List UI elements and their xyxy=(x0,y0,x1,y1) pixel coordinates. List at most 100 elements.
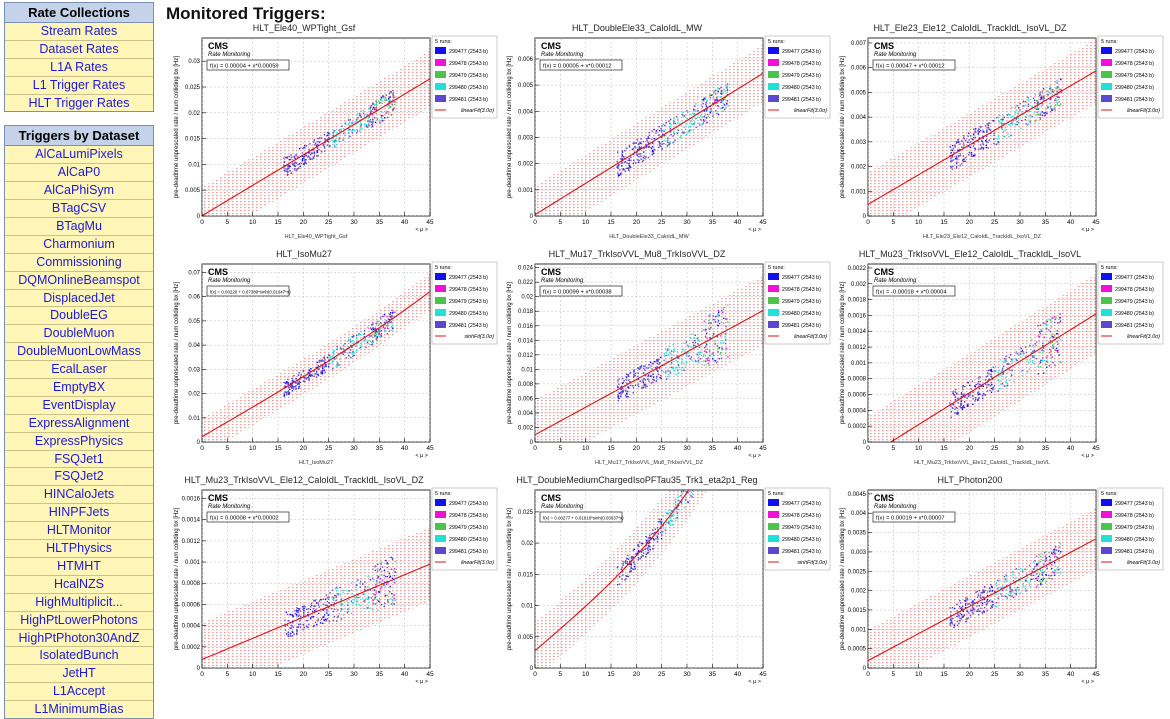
data-point xyxy=(328,596,330,598)
data-point xyxy=(294,165,296,167)
dataset-link-charmonium[interactable]: Charmonium xyxy=(5,235,153,254)
data-point xyxy=(616,160,618,163)
trigger-plot-panel[interactable]: HLT_DoubleEle33_CaloIdL_MW 0 5 10 15 20 25 30 35… xyxy=(501,18,833,242)
cms-label: CMS xyxy=(874,493,894,503)
dataset-link-highmultiplicit[interactable]: HighMultiplicit... xyxy=(5,593,153,612)
plot-area xyxy=(535,38,763,216)
trigger-rate-chart[interactable]: HLT_Ele23_Ele12_CaloIdL_TrackIdL_IsoVL_D… xyxy=(834,18,1166,242)
dataset-link-fsqjet1[interactable]: FSQJet1 xyxy=(5,450,153,469)
data-point xyxy=(634,151,636,153)
dataset-link-isolatedbunch[interactable]: IsolatedBunch xyxy=(5,647,153,666)
dataset-link-expressalignment[interactable]: ExpressAlignment xyxy=(5,414,153,433)
dataset-link-btagcsv[interactable]: BTagCSV xyxy=(5,200,153,219)
trigger-plot-panel[interactable]: HLT_Mu17_TrkIsoVVL_Mu8_TrkIsoVVL_DZ 0 5 10 1… xyxy=(501,244,833,468)
data-point xyxy=(284,629,287,631)
data-point xyxy=(1054,335,1056,337)
data-point xyxy=(302,608,304,610)
legend-entry: 299479 (2543 b) xyxy=(782,525,821,531)
rate-link-stream-rates[interactable]: Stream Rates xyxy=(5,23,153,41)
data-point xyxy=(339,593,341,595)
data-point xyxy=(313,624,315,627)
dataset-link-ecallaser[interactable]: EcalLaser xyxy=(5,361,153,380)
trigger-plot-panel[interactable]: HLT_Mu23_TrkIsoVVL_Ele12_CaloIdL_TrackId… xyxy=(834,244,1166,468)
dataset-link-hcalnzs[interactable]: HcalNZS xyxy=(5,575,153,594)
trigger-rate-chart[interactable]: HLT_DoubleMediumChargedIsoPFTau35_Trk1_e… xyxy=(501,470,833,694)
trigger-rate-chart[interactable]: HLT_DoubleEle33_CaloIdL_MW0 5 10 15 20 25 30 35… xyxy=(501,18,833,242)
data-point xyxy=(1034,343,1036,345)
rate-link-dataset-rates[interactable]: Dataset Rates xyxy=(5,40,153,59)
dataset-link-eventdisplay[interactable]: EventDisplay xyxy=(5,396,153,415)
trigger-plot-panel[interactable]: HLT_DoubleMediumChargedIsoPFTau35_Trk1_e… xyxy=(501,470,833,694)
dataset-link-jetht[interactable]: JetHT xyxy=(5,665,153,684)
trigger-plot-panel[interactable]: HLT_IsoMu27 0 5 10 15 20 25 30 35 40 45 < μ > HLT_Is… xyxy=(168,244,500,468)
dataset-link-l1accept[interactable]: L1Accept xyxy=(5,683,153,702)
dataset-link-btagmu[interactable]: BTagMu xyxy=(5,218,153,236)
dataset-link-htmht[interactable]: HTMHT xyxy=(5,557,153,576)
data-point xyxy=(374,332,376,335)
data-point xyxy=(285,611,288,613)
dataset-link-highptlowerphotons[interactable]: HighPtLowerPhotons xyxy=(5,611,153,630)
dataset-link-hltmonitor[interactable]: HLTMonitor xyxy=(5,522,153,541)
dataset-link-expressphysics[interactable]: ExpressPhysics xyxy=(5,432,153,451)
data-point xyxy=(1032,568,1035,570)
data-point xyxy=(961,608,963,610)
data-point xyxy=(683,506,686,509)
dataset-link-alcaphisym[interactable]: AlCaPhiSym xyxy=(5,182,153,201)
data-point xyxy=(661,125,663,127)
data-point xyxy=(727,104,729,107)
dataset-link-highptphoton30andz[interactable]: HighPtPhoton30AndZ xyxy=(5,629,153,648)
y-tick-label: 0.0035 xyxy=(848,531,867,537)
data-point xyxy=(654,532,656,534)
trigger-rate-chart[interactable]: HLT_Mu23_TrkIsoVVL_Ele12_CaloIdL_TrackId… xyxy=(168,470,500,694)
data-point xyxy=(977,392,979,394)
rate-link-hlt-trigger-rates[interactable]: HLT Trigger Rates xyxy=(5,94,153,112)
data-point xyxy=(283,167,285,169)
trigger-rate-chart[interactable]: HLT_Mu23_TrkIsoVVL_Ele12_CaloIdL_TrackId… xyxy=(834,244,1166,468)
dataset-link-displacedjet[interactable]: DisplacedJet xyxy=(5,289,153,308)
data-point xyxy=(1004,359,1006,361)
dataset-link-doublemuonlowmass[interactable]: DoubleMuonLowMass xyxy=(5,343,153,362)
dataset-link-hltphysics[interactable]: HLTPhysics xyxy=(5,540,153,558)
dataset-link-hinpfjets[interactable]: HINPFJets xyxy=(5,504,153,523)
data-point xyxy=(1053,549,1056,551)
data-point xyxy=(982,610,985,612)
dataset-link-alcalumipixels[interactable]: AlCaLumiPixels xyxy=(5,146,153,165)
dataset-link-commissioning[interactable]: Commissioning xyxy=(5,253,153,272)
data-point xyxy=(967,603,969,605)
data-point xyxy=(632,142,634,144)
trigger-plot-panel[interactable]: HLT_Mu23_TrkIsoVVL_Ele12_CaloIdL_TrackId… xyxy=(168,470,500,694)
rate-link-l1a-rates[interactable]: L1A Rates xyxy=(5,58,153,77)
data-point xyxy=(972,136,975,139)
data-point xyxy=(967,393,970,395)
dataset-link-emptybx[interactable]: EmptyBX xyxy=(5,379,153,397)
trigger-plot-panel[interactable]: HLT_Ele23_Ele12_CaloIdL_TrackIdL_IsoVL_D… xyxy=(834,18,1166,242)
data-point xyxy=(706,471,707,472)
data-point xyxy=(1033,111,1036,113)
rate-link-l1-trigger-rates[interactable]: L1 Trigger Rates xyxy=(5,76,153,95)
data-point xyxy=(623,379,625,382)
trigger-plot-panel[interactable]: HLT_Ele40_WPTight_Gsf 0 5 10 15 20 25 30 35 40 45 <… xyxy=(168,18,500,242)
dataset-link-doubleeg[interactable]: DoubleEG xyxy=(5,307,153,326)
dataset-link-hincalojets[interactable]: HINCaloJets xyxy=(5,486,153,505)
data-point xyxy=(1042,342,1044,344)
dataset-link-alcap0[interactable]: AlCaP0 xyxy=(5,164,153,183)
dataset-link-doublemuon[interactable]: DoubleMuon xyxy=(5,325,153,344)
data-point xyxy=(375,106,378,108)
data-point xyxy=(1013,380,1015,382)
dataset-link-dqmonlinebeamspot[interactable]: DQMOnlineBeamspot xyxy=(5,271,153,290)
data-point xyxy=(978,377,980,379)
data-point xyxy=(356,341,358,343)
dataset-link-fsqjet2[interactable]: FSQJet2 xyxy=(5,468,153,487)
data-point xyxy=(990,132,992,134)
data-point xyxy=(725,325,727,328)
trigger-plot-panel[interactable]: HLT_Photon200 0 5 10 15 20 25 30 35 40 45 < μ >0 0.0… xyxy=(834,470,1166,694)
trigger-rate-chart[interactable]: HLT_Mu17_TrkIsoVVL_Mu8_TrkIsoVVL_DZ0 5 10 1… xyxy=(501,244,833,468)
data-point xyxy=(711,353,714,355)
data-point xyxy=(1039,93,1041,95)
data-point xyxy=(364,581,366,583)
dataset-link-l1minimumbias[interactable]: L1MinimumBias xyxy=(5,701,153,718)
data-point xyxy=(964,604,967,606)
